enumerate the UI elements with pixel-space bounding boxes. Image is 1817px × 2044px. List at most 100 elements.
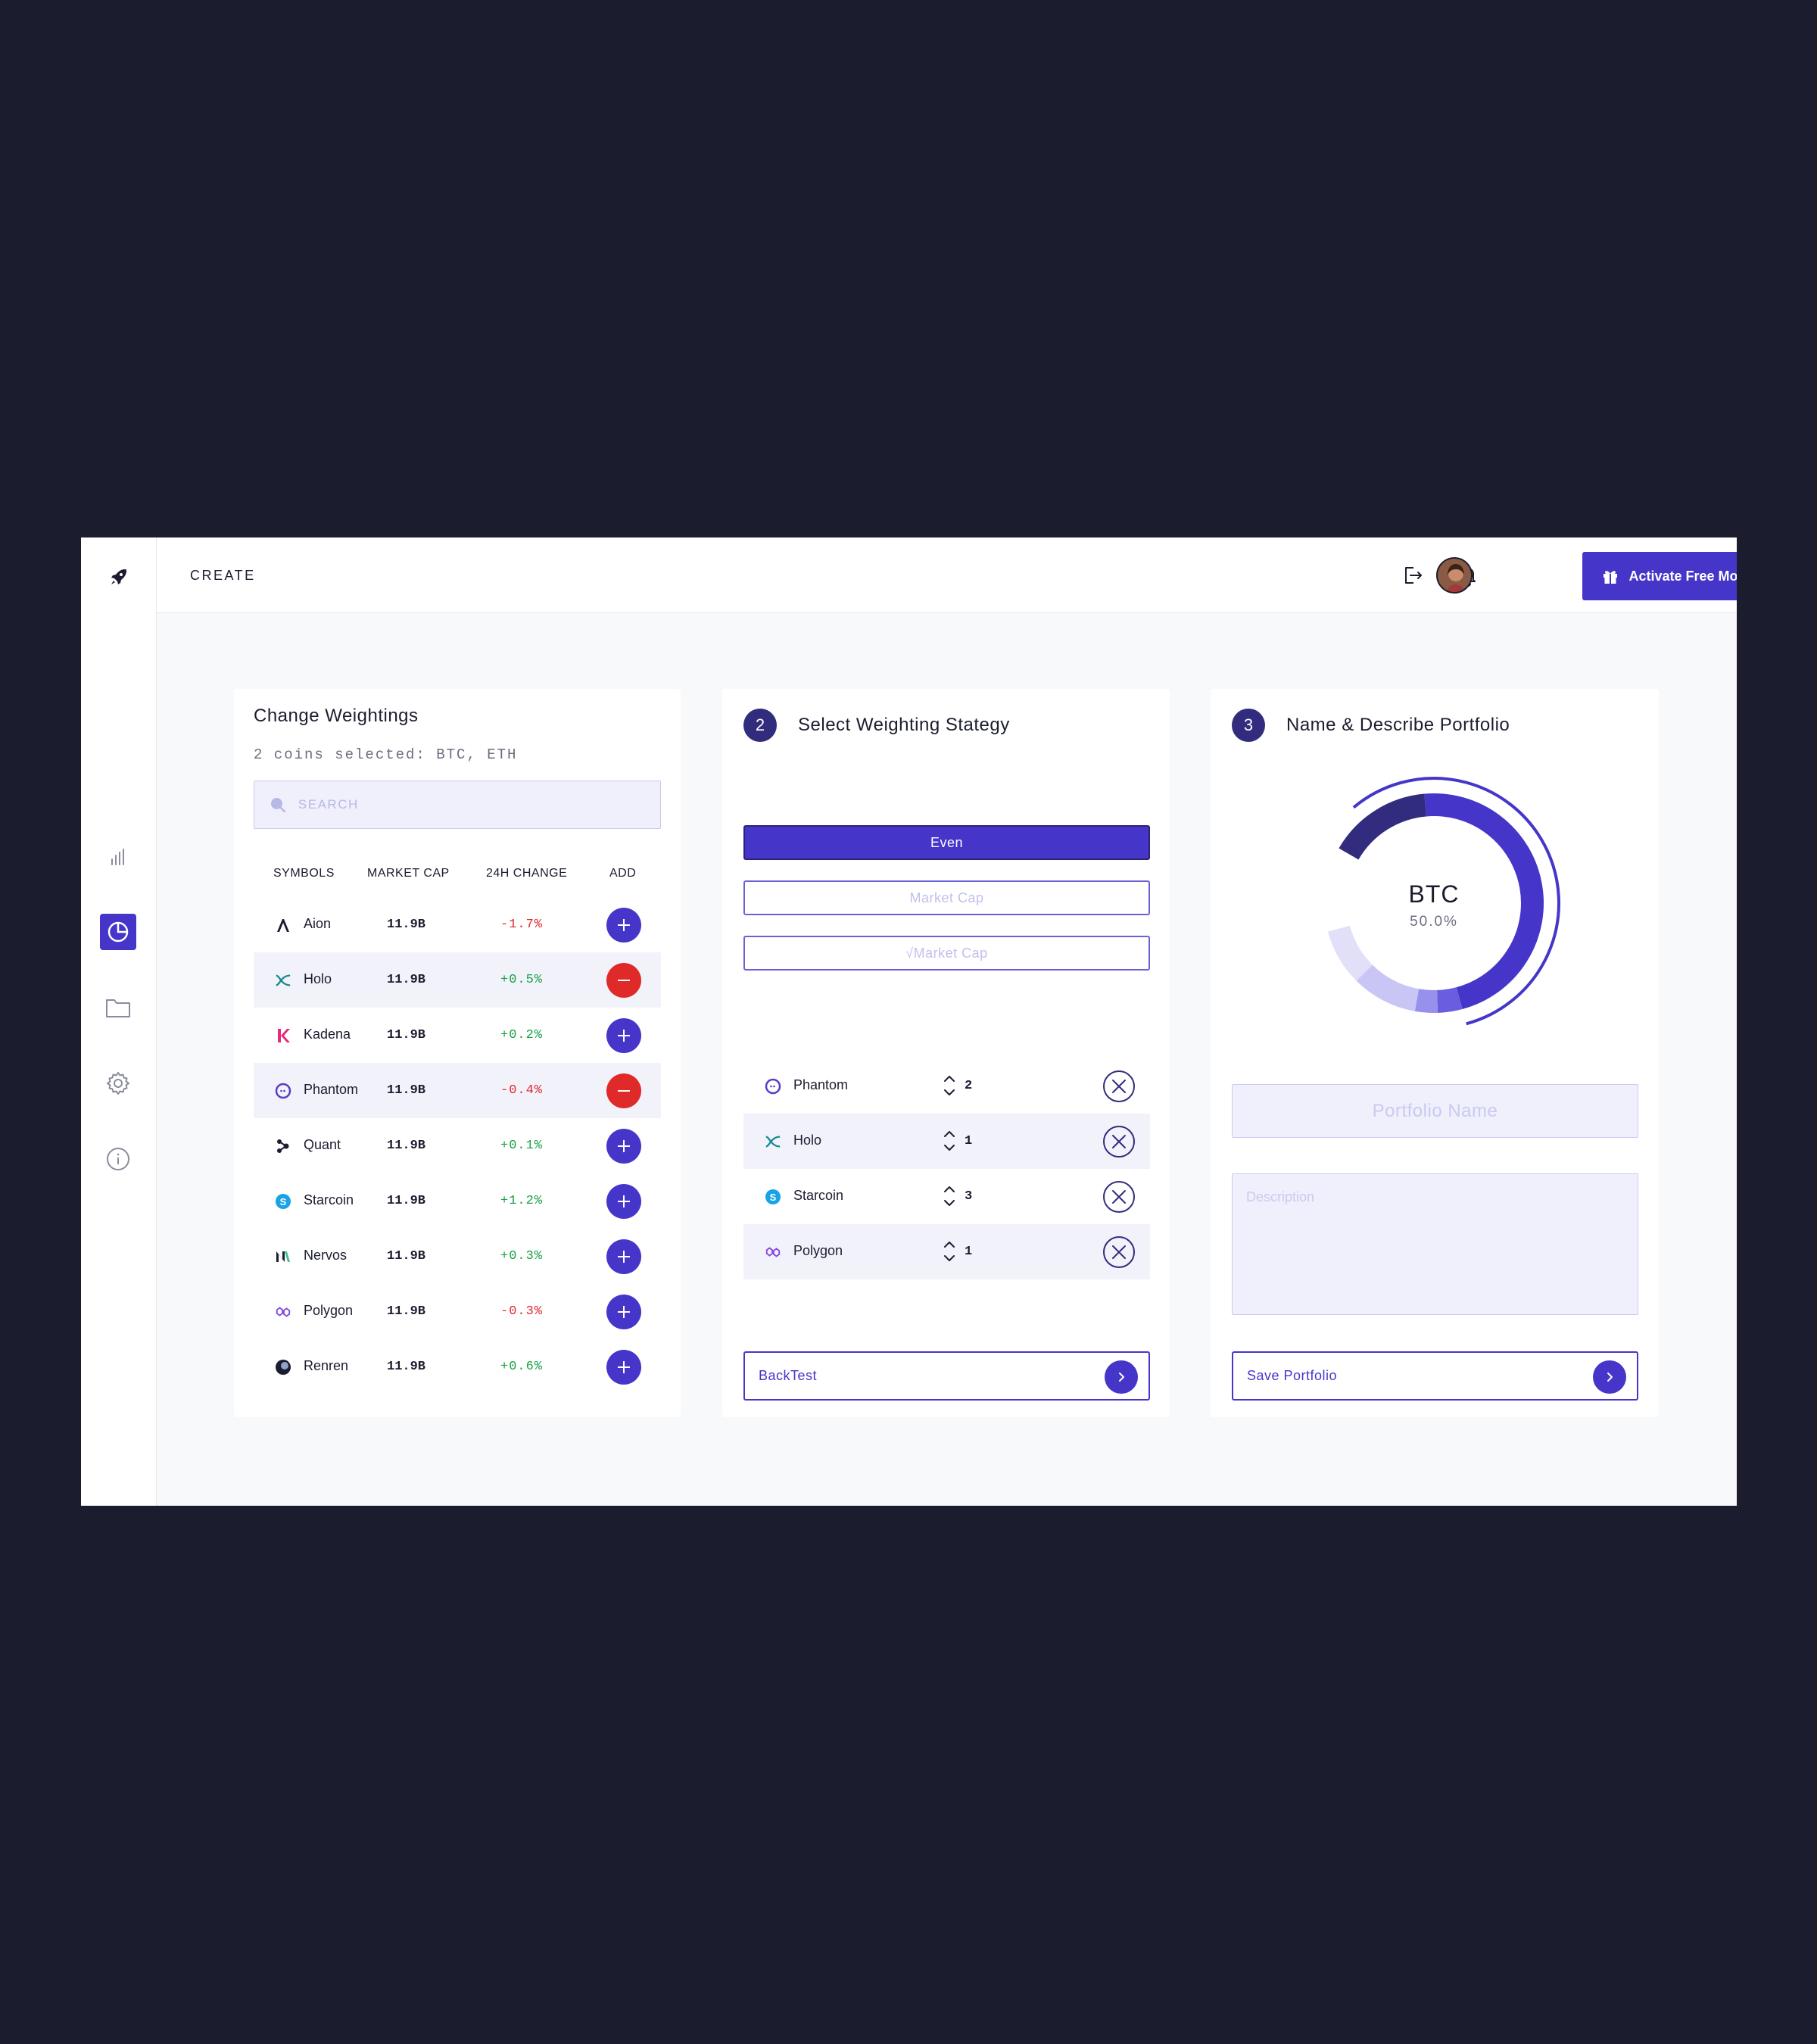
selected-coin-row: S Starcoin 3 bbox=[743, 1169, 1150, 1224]
table-row: Nervos 11.9B +0.3% bbox=[254, 1229, 661, 1284]
svg-text:S: S bbox=[280, 1196, 287, 1207]
remove-coin-button[interactable] bbox=[1102, 1180, 1136, 1214]
change-value: -0.3% bbox=[500, 1304, 544, 1319]
avatar[interactable] bbox=[1436, 557, 1473, 594]
change-value: +0.6% bbox=[500, 1360, 544, 1374]
add-coin-button[interactable] bbox=[606, 1018, 641, 1053]
add-coin-button[interactable] bbox=[606, 1239, 641, 1274]
allocation-donut-chart: BTC 50.0% bbox=[1317, 776, 1574, 1033]
phantom-icon bbox=[765, 1078, 781, 1095]
remove-coin-button[interactable] bbox=[1102, 1235, 1136, 1269]
pie-chart-icon[interactable] bbox=[100, 914, 136, 950]
folder-icon[interactable] bbox=[100, 989, 136, 1026]
weighting-strategy-card: 2 Select Weighting Stategy Even Market C… bbox=[722, 689, 1170, 1417]
search-input[interactable] bbox=[298, 797, 660, 812]
table-row: Phantom 11.9B -0.4% bbox=[254, 1063, 661, 1118]
selected-coin-row: Polygon 1 bbox=[743, 1224, 1150, 1279]
selected-coin-row: Phantom 2 bbox=[743, 1058, 1150, 1114]
coin-name: Holo bbox=[304, 971, 332, 986]
gear-icon[interactable] bbox=[100, 1065, 136, 1101]
polygon-icon bbox=[275, 1304, 291, 1320]
donut-segment-5 bbox=[1327, 925, 1373, 981]
holo-icon bbox=[765, 1133, 781, 1150]
coin-table: Aion 11.9B -1.7% Holo 11.9B +0.5% Kadena 11.9B +… bbox=[254, 897, 661, 1394]
remove-coin-button[interactable] bbox=[1102, 1125, 1136, 1158]
coin-name: Polygon bbox=[793, 1243, 843, 1258]
coin-name: Polygon bbox=[304, 1303, 354, 1318]
backtest-button[interactable]: BackTest bbox=[743, 1351, 1150, 1401]
donut-segment-6 bbox=[1324, 848, 1359, 932]
save-portfolio-button[interactable]: Save Portfolio bbox=[1232, 1351, 1638, 1401]
add-coin-button[interactable] bbox=[606, 1350, 641, 1385]
weight-value: 1 bbox=[965, 1134, 973, 1148]
change-value: +0.1% bbox=[500, 1139, 544, 1153]
plus-icon bbox=[618, 1195, 630, 1207]
market-cap-value: 11.9B bbox=[387, 1304, 426, 1319]
minus-icon bbox=[618, 980, 630, 981]
polygon-icon bbox=[765, 1244, 781, 1260]
step-badge-3: 3 bbox=[1232, 709, 1265, 742]
coin-name: Phantom bbox=[793, 1077, 849, 1092]
logout-icon[interactable] bbox=[1397, 560, 1427, 590]
chart-bars-icon[interactable] bbox=[100, 839, 136, 875]
rocket-logo-icon[interactable] bbox=[107, 565, 131, 589]
backtest-label: BackTest bbox=[759, 1368, 818, 1383]
plus-icon bbox=[618, 1140, 630, 1152]
remove-coin-button[interactable] bbox=[606, 963, 641, 998]
table-header: SYMBOLS MARKET CAP 24H CHANGE ADD bbox=[254, 867, 661, 890]
market-cap-value: 11.9B bbox=[387, 1360, 426, 1374]
remove-coin-button[interactable] bbox=[1102, 1070, 1136, 1103]
strategy-sqrt-market-cap-button[interactable]: √Market Cap bbox=[743, 936, 1150, 971]
add-coin-button[interactable] bbox=[606, 1129, 641, 1164]
donut-segment-7 bbox=[1339, 793, 1427, 860]
donut-center-label: BTC bbox=[1408, 880, 1460, 908]
gift-icon bbox=[1604, 571, 1618, 584]
holo-icon bbox=[275, 972, 291, 989]
search-icon bbox=[270, 798, 286, 813]
donut-segment-2 bbox=[1436, 986, 1463, 1013]
market-cap-value: 11.9B bbox=[387, 973, 426, 987]
info-icon[interactable] bbox=[100, 1141, 136, 1177]
starcoin-icon: S bbox=[275, 1193, 291, 1210]
weight-stepper-icon[interactable] bbox=[940, 1238, 958, 1265]
strategy-market-cap-button[interactable]: Market Cap bbox=[743, 880, 1150, 915]
svg-text:S: S bbox=[770, 1192, 777, 1203]
coin-name: Starcoin bbox=[793, 1188, 844, 1203]
add-coin-button[interactable] bbox=[606, 908, 641, 943]
market-cap-value: 11.9B bbox=[387, 1028, 426, 1042]
remove-coin-button[interactable] bbox=[606, 1073, 641, 1108]
plus-icon bbox=[618, 1306, 630, 1318]
donut-selection-arc bbox=[1352, 777, 1560, 1026]
weight-stepper-icon[interactable] bbox=[940, 1182, 958, 1210]
weight-stepper-icon[interactable] bbox=[940, 1127, 958, 1154]
coin-name: Phantom bbox=[304, 1082, 359, 1097]
portfolio-description-input[interactable] bbox=[1232, 1173, 1638, 1315]
renren-icon bbox=[275, 1359, 291, 1376]
weight-stepper-icon[interactable] bbox=[940, 1072, 958, 1099]
chevron-right-icon bbox=[1105, 1360, 1138, 1394]
plus-icon bbox=[618, 1361, 630, 1373]
close-circle-icon bbox=[1103, 1236, 1135, 1268]
activate-free-month-button[interactable]: Activate Free Month bbox=[1582, 552, 1737, 600]
donut-segment-btc bbox=[1424, 793, 1544, 1010]
coin-name: Renren bbox=[304, 1358, 349, 1373]
coin-name: Starcoin bbox=[304, 1192, 354, 1207]
col-24h-change: 24H CHANGE bbox=[486, 867, 568, 880]
kadena-icon bbox=[275, 1027, 291, 1044]
app-window: CREATE Activate Free Month Change Weight… bbox=[81, 537, 1737, 1506]
coin-name: Aion bbox=[304, 916, 332, 931]
starcoin-icon: S bbox=[765, 1189, 781, 1205]
add-coin-button[interactable] bbox=[606, 1295, 641, 1329]
change-value: -1.7% bbox=[500, 918, 544, 932]
strategy-even-button[interactable]: Even bbox=[743, 825, 1150, 860]
coin-name: Nervos bbox=[304, 1248, 348, 1263]
name-portfolio-card: 3 Name & Describe Portfolio BTC 50.0% Sa… bbox=[1211, 689, 1659, 1417]
save-portfolio-label: Save Portfolio bbox=[1247, 1368, 1338, 1383]
phantom-icon bbox=[275, 1083, 291, 1099]
change-value: -0.4% bbox=[500, 1083, 544, 1098]
add-coin-button[interactable] bbox=[606, 1184, 641, 1219]
page-title: CREATE bbox=[190, 568, 256, 583]
search-box[interactable] bbox=[254, 781, 661, 829]
portfolio-name-input[interactable] bbox=[1232, 1084, 1638, 1138]
table-row: Aion 11.9B -1.7% bbox=[254, 897, 661, 952]
